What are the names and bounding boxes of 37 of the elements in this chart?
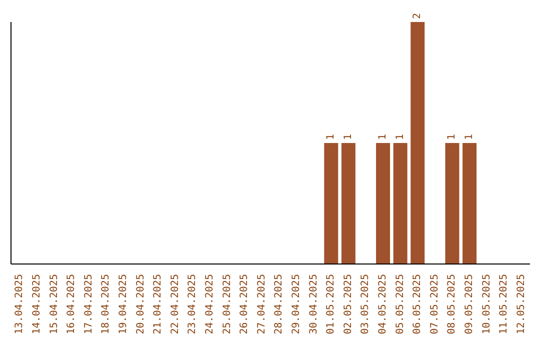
- x-tick-label: 25.04.2025: [222, 274, 233, 334]
- x-tick-label: 06.05.2025: [412, 274, 424, 334]
- data-label: 1: [378, 134, 389, 140]
- x-tick-label: 01.05.2025: [326, 274, 337, 334]
- x-tick-label: 17.04.2025: [83, 274, 94, 334]
- x-tick-label: 23.04.2025: [187, 274, 198, 334]
- x-tick-label: 12.05.2025: [516, 274, 527, 334]
- x-tick-label: 03.05.2025: [360, 274, 372, 334]
- x-tick-label: 30.04.2025: [308, 274, 320, 334]
- x-tick-label: 19.04.2025: [118, 274, 129, 334]
- x-tick-label: 24.04.2025: [204, 274, 216, 334]
- x-tick-label: 10.05.2025: [481, 274, 492, 334]
- x-tick-label: 28.04.2025: [274, 274, 285, 334]
- x-tick-label: 16.04.2025: [66, 274, 78, 334]
- data-label: 1: [464, 134, 476, 140]
- data-label: 2: [412, 12, 424, 19]
- data-label: 1: [326, 134, 337, 140]
- x-tick-label: 02.05.2025: [342, 274, 354, 334]
- x-tick-label: 07.05.2025: [429, 274, 440, 334]
- x-tick-label: 18.04.2025: [100, 274, 112, 334]
- x-tick-label: 29.04.2025: [290, 274, 302, 334]
- x-tick-label: 22.04.2025: [170, 274, 181, 334]
- x-tick-label: 11.05.2025: [498, 274, 510, 334]
- x-tick-label: 14.04.2025: [31, 274, 42, 334]
- x-tick-label: 21.04.2025: [152, 274, 164, 334]
- x-tick-label: 26.04.2025: [239, 274, 250, 334]
- data-label: 1: [342, 134, 354, 140]
- x-tick-label: 08.05.2025: [446, 274, 458, 334]
- x-tick-label: 09.05.2025: [464, 274, 475, 334]
- data-label: 1: [446, 134, 458, 140]
- x-tick-label: 04.05.2025: [377, 274, 388, 334]
- x-tick-label: 13.04.2025: [14, 274, 26, 334]
- data-label: 1: [394, 134, 406, 140]
- x-tick-label: 27.04.2025: [256, 274, 268, 334]
- x-tick-label: 15.04.2025: [48, 274, 60, 334]
- x-tick-label: 20.04.2025: [135, 274, 146, 334]
- x-tick-label: 05.05.2025: [394, 274, 406, 334]
